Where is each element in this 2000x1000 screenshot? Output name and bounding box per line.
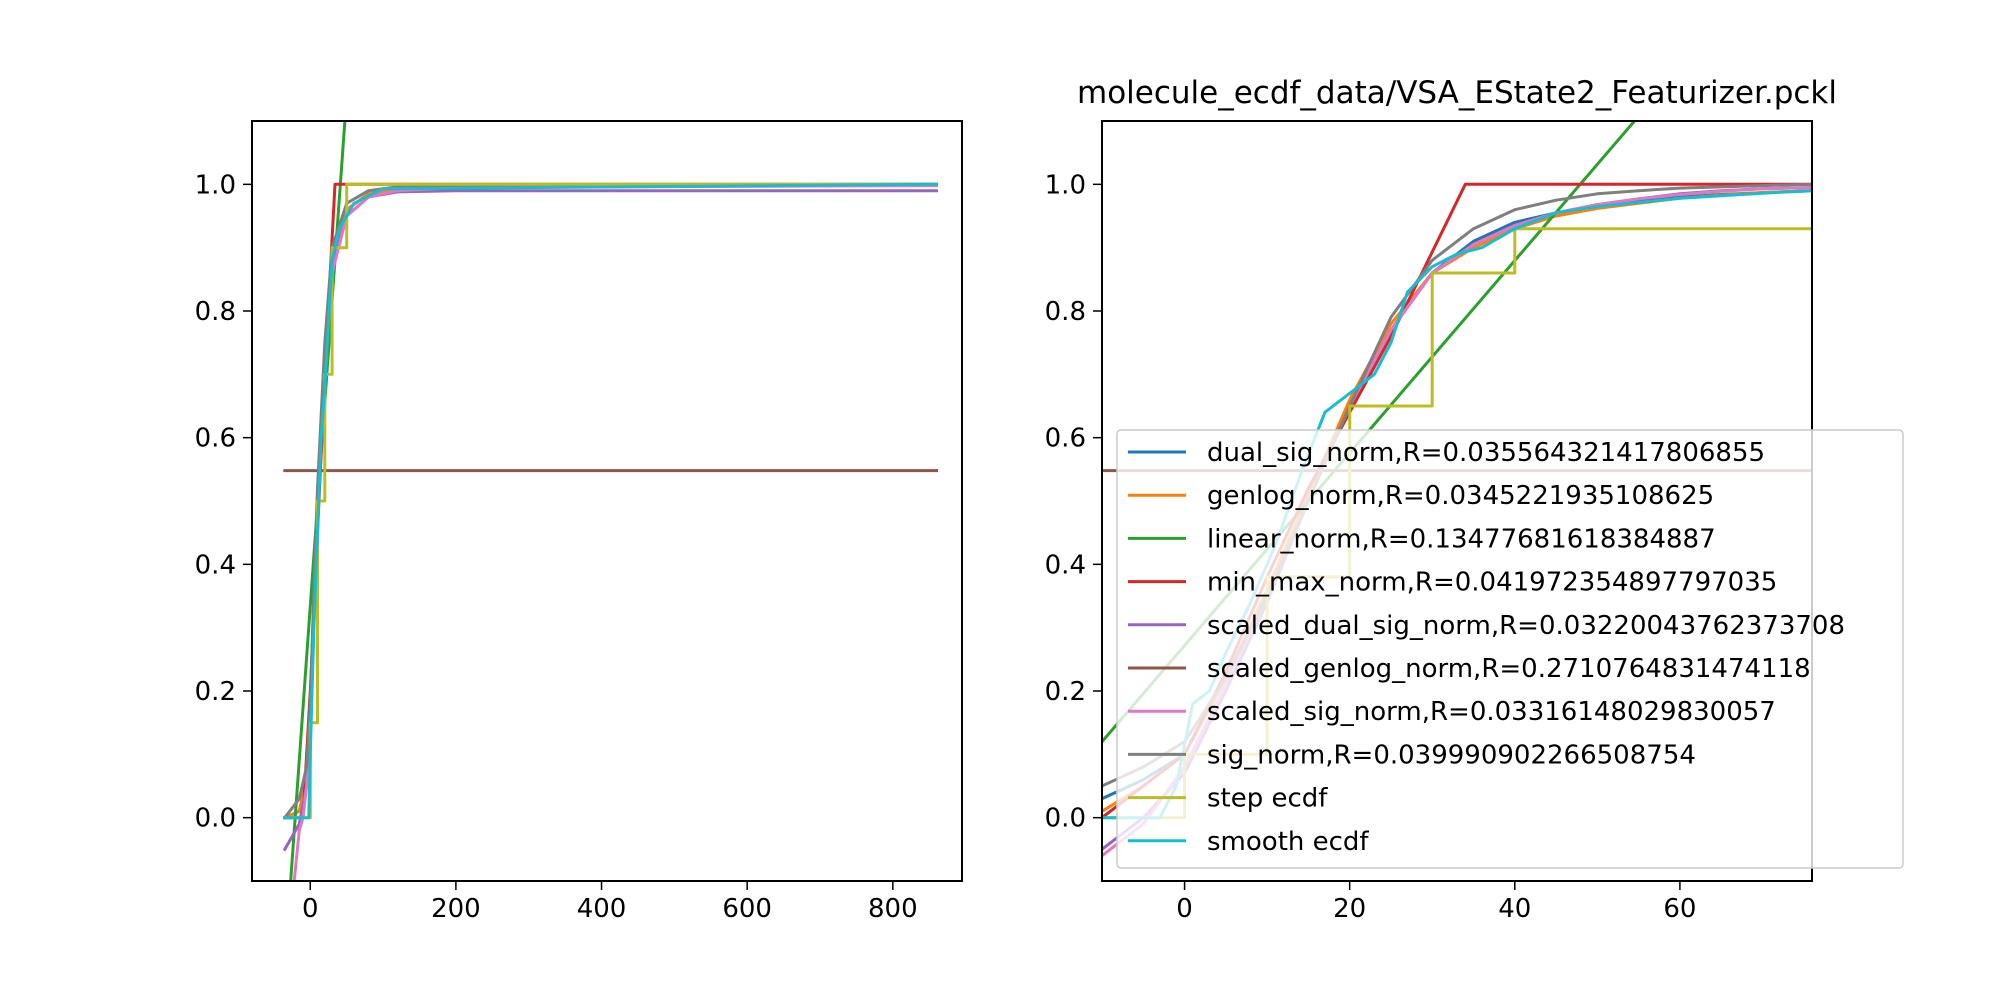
- y-tick-label: 0.4: [195, 550, 236, 580]
- legend-label-scaled-genlog-norm: scaled_genlog_norm,R=0.2710764831474118: [1207, 654, 1811, 684]
- y-tick-label: 0.8: [1045, 297, 1086, 327]
- axes-frame: [251, 120, 963, 882]
- series-line-sig-norm: [282, 182, 939, 820]
- legend-label-dual-sig-norm: dual_sig_norm,R=0.035564321417806855: [1207, 438, 1765, 468]
- right-chart: 0 20 40 60 0.0 0.2 0.4 0.6 0.8 1.0 molecule_ecdf_d…: [1045, 75, 1904, 924]
- y-tick-label: 0.6: [195, 424, 236, 454]
- series-line-smooth-ecdf: [283, 182, 939, 820]
- x-tick-label: 60: [1663, 894, 1696, 924]
- x-tick-label: 0: [1176, 894, 1193, 924]
- y-tick-label: 1.0: [195, 170, 236, 200]
- x-tick-label: 0: [302, 894, 319, 924]
- y-tick-label: 0.0: [1045, 804, 1086, 834]
- y-tick-label: 0.6: [1045, 424, 1086, 454]
- legend-label-smooth-ecdf: smooth ecdf: [1207, 827, 1369, 857]
- legend-label-sig-norm: sig_norm,R=0.039990902266508754: [1207, 740, 1696, 770]
- y-tick-label: 0.0: [195, 804, 236, 834]
- x-tick-label: 200: [431, 894, 481, 924]
- left-chart: 0 200 400 600 800 0.0 0.2 0.4 0.6 0.8 1.0: [195, 120, 963, 924]
- x-tick-label: 600: [722, 894, 772, 924]
- x-tick-label: 20: [1333, 894, 1366, 924]
- y-tick-label: 1.0: [1045, 170, 1086, 200]
- x-tick-label: 40: [1498, 894, 1531, 924]
- y-tick-label: 0.2: [195, 677, 236, 707]
- legend-label-min-max-norm: min_max_norm,R=0.041972354897797035: [1207, 568, 1777, 598]
- plot-area-0: [282, 121, 939, 881]
- x-tick-label: 800: [868, 894, 918, 924]
- legend-label-step-ecdf: step ecdf: [1207, 784, 1328, 814]
- y-tick-label: 0.8: [195, 297, 236, 327]
- legend-label-genlog-norm: genlog_norm,R=0.0345221935108625: [1207, 481, 1714, 511]
- x-tick-label: 400: [577, 894, 627, 924]
- legend-label-scaled-dual-sig-norm: scaled_dual_sig_norm,R=0.032200437623737…: [1207, 611, 1845, 641]
- chart-title: molecule_ecdf_data/VSA_EState2_Featurize…: [1077, 75, 1837, 111]
- legend-box: [1116, 429, 1904, 869]
- y-tick-label: 0.4: [1045, 550, 1086, 580]
- legend-label-scaled-sig-norm: scaled_sig_norm,R=0.03316148029830057: [1207, 697, 1776, 727]
- legend: dual_sig_norm,R=0.035564321417806855genl…: [1116, 429, 1904, 869]
- y-tick-label: 0.2: [1045, 677, 1086, 707]
- legend-label-linear-norm: linear_norm,R=0.13477681618384887: [1207, 524, 1716, 554]
